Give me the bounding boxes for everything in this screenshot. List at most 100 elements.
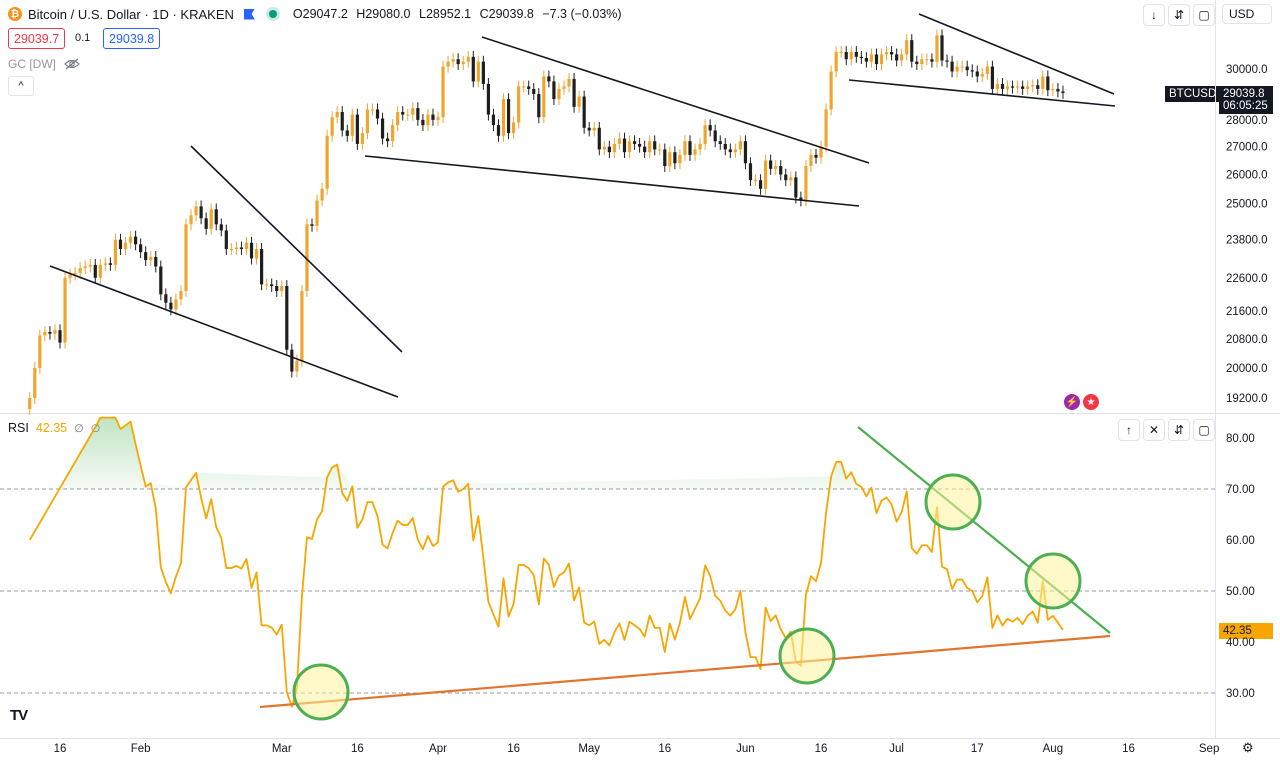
- bitcoin-icon: ₿: [8, 7, 22, 21]
- x-tick-label: Aug: [1043, 743, 1063, 755]
- currency-label: USD: [1229, 7, 1255, 21]
- candle-body: [154, 256, 158, 267]
- ohlc-values: O29047.2 H29080.0 L28952.1 C29039.8 −7.3…: [293, 7, 627, 21]
- candle-body: [869, 54, 874, 62]
- x-tick-label: Sep: [1199, 743, 1219, 755]
- rsi-resistance-line: [857, 426, 1111, 634]
- candle-body: [199, 206, 203, 219]
- candle-body: [365, 109, 370, 134]
- candle-body: [204, 218, 208, 229]
- move-pane-up-icon[interactable]: ↑: [1118, 419, 1140, 441]
- candle-body: [496, 125, 501, 136]
- us-flag-icon[interactable]: ★: [1083, 394, 1099, 410]
- candle-body: [859, 56, 863, 59]
- collapse-pane-icon[interactable]: ⇵: [1168, 4, 1190, 26]
- candle-body: [632, 141, 637, 144]
- eye-hidden-icon[interactable]: [64, 58, 80, 70]
- y-tick-label: 20800.0: [1226, 334, 1268, 346]
- collapse-legend-button[interactable]: ^: [8, 76, 34, 96]
- x-tick-label: 16: [658, 743, 671, 755]
- candle-body: [527, 86, 531, 89]
- candle-body: [103, 263, 107, 265]
- event-icons[interactable]: ⚡ ★: [1064, 394, 1099, 410]
- candle-body: [1021, 86, 1025, 89]
- x-tick-label: Apr: [429, 743, 447, 755]
- rsi-y-tick-label: 70.00: [1226, 484, 1255, 496]
- candle-body: [214, 209, 218, 225]
- y-tick-label: 30000.0: [1226, 64, 1268, 76]
- lightning-icon[interactable]: ⚡: [1064, 394, 1080, 410]
- candle-body: [698, 143, 702, 150]
- candle-body: [144, 252, 148, 261]
- candle-body: [960, 66, 964, 68]
- spread-value: 0.1: [75, 32, 91, 44]
- y-tick-label: 21600.0: [1226, 306, 1268, 318]
- candle-body: [305, 224, 309, 291]
- candle-body: [139, 244, 143, 253]
- candle-body: [229, 249, 233, 251]
- indicator-legend[interactable]: GC [DW]: [8, 57, 80, 71]
- x-tick-label: 17: [971, 743, 984, 755]
- collapse-pane-icon[interactable]: ⇵: [1168, 419, 1190, 441]
- rsi-overbought-fill: [60, 417, 872, 489]
- candle-body: [234, 247, 238, 250]
- candle-body: [370, 109, 375, 111]
- candle-body: [1056, 88, 1060, 92]
- candle-body: [471, 56, 475, 82]
- candle-body: [1046, 76, 1050, 91]
- candle-body: [239, 247, 244, 250]
- candle-body: [83, 266, 87, 269]
- currency-select[interactable]: USD: [1222, 4, 1272, 24]
- maximize-pane-icon[interactable]: ▢: [1193, 4, 1215, 26]
- sell-button[interactable]: 29039.7: [8, 28, 66, 49]
- x-tick-label: 16: [1122, 743, 1135, 755]
- candle-body: [501, 99, 506, 136]
- candle-body: [93, 264, 97, 278]
- candle-body: [789, 177, 793, 181]
- candle-body: [476, 61, 480, 82]
- symbol-legend[interactable]: ₿ Bitcoin / U.S. Dollar · 1D · KRAKEN O2…: [8, 5, 627, 23]
- gear-icon[interactable]: ⚙: [1242, 740, 1254, 755]
- arrow-down-icon[interactable]: ↓: [1143, 4, 1165, 26]
- rsi-last-tag: 42.35: [1219, 623, 1273, 639]
- close-value: C29039.8: [479, 7, 534, 21]
- candle-body: [441, 66, 445, 118]
- y-tick-label: 20000.0: [1226, 363, 1268, 375]
- candle-body: [809, 154, 813, 167]
- candle-body: [940, 35, 944, 61]
- candle-body: [179, 290, 183, 300]
- candle-body: [844, 51, 848, 60]
- candle-body: [401, 112, 405, 115]
- candle-body: [854, 51, 858, 57]
- candle-body: [784, 174, 788, 181]
- candle-body: [456, 59, 460, 65]
- candle-body: [159, 266, 163, 295]
- candle-body: [300, 290, 304, 361]
- candle-body: [355, 114, 359, 144]
- candle-body: [244, 242, 249, 250]
- close-pane-icon[interactable]: ✕: [1143, 419, 1165, 441]
- candle-body: [224, 230, 228, 250]
- candle-body: [335, 112, 339, 118]
- candle-body: [910, 40, 914, 62]
- candle-body: [733, 149, 737, 153]
- buy-button[interactable]: 29039.8: [103, 28, 161, 49]
- candle-body: [753, 180, 758, 182]
- candle-body: [638, 143, 642, 147]
- candle-body: [1051, 88, 1055, 91]
- flag-icon[interactable]: [243, 8, 255, 20]
- candle-body: [814, 154, 818, 158]
- candle-body: [673, 152, 677, 164]
- candle-body: [254, 249, 259, 259]
- tradingview-logo: TV: [10, 707, 28, 724]
- candle-body: [884, 51, 889, 55]
- trendline: [848, 79, 1116, 107]
- candle-body: [330, 117, 334, 136]
- candle-body: [320, 188, 324, 201]
- candle-body: [824, 109, 828, 147]
- candle-body: [184, 224, 188, 291]
- candle-body: [290, 349, 294, 372]
- candle-body: [451, 59, 455, 62]
- maximize-pane-icon[interactable]: ▢: [1193, 419, 1215, 441]
